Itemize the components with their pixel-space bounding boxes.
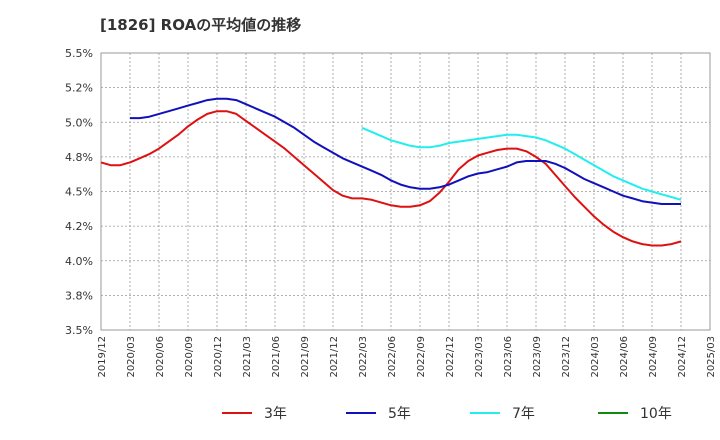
y-tick-label: 5.5% [65,47,93,60]
legend-label: 10年 [640,406,672,422]
x-tick-label: 2023/12 [561,336,572,378]
x-tick-label: 2024/12 [677,336,688,378]
y-tick-label: 4.8% [65,151,93,164]
y-tick-label: 4.0% [65,255,93,268]
series-line-1 [100,110,682,247]
x-tick-label: 2020/06 [155,336,166,378]
x-tick-label: 2020/09 [184,336,195,378]
y-tick-label: 5.2% [65,82,93,95]
x-tick-label: 2024/06 [619,336,630,378]
y-tick-label: 4.2% [65,220,93,233]
x-tick-label: 2021/03 [242,336,253,378]
y-tick-label: 3.8% [65,289,93,302]
x-tick-label: 2024/09 [648,336,659,378]
legend-label: 3年 [264,406,287,422]
y-tick-label: 5.0% [65,116,93,129]
x-tick-label: 2020/03 [126,336,137,378]
legend-label: 7年 [512,406,535,422]
x-tick-label: 2019/12 [97,336,108,378]
x-tick-label: 2025/03 [706,336,717,378]
series-line-2 [130,97,681,205]
x-tick-label: 2023/09 [532,336,543,378]
series-line-3 [361,126,682,201]
y-tick-label: 3.5% [65,324,93,337]
x-tick-label: 2023/03 [474,336,485,378]
x-tick-label: 2022/03 [358,336,369,378]
x-tick-label: 2021/09 [300,336,311,378]
y-tick-label: 4.5% [65,186,93,199]
x-tick-label: 2020/12 [213,336,224,378]
x-tick-label: 2022/09 [416,336,427,378]
x-tick-label: 2021/12 [329,336,340,378]
x-tick-label: 2021/06 [271,336,282,378]
chart-title: [1826] ROAの平均値の推移 [100,16,302,34]
x-tick-label: 2023/06 [503,336,514,378]
legend-label: 5年 [388,406,411,422]
x-tick-label: 2022/12 [445,336,456,378]
x-tick-label: 2022/06 [387,336,398,378]
x-tick-label: 2024/03 [590,336,601,378]
